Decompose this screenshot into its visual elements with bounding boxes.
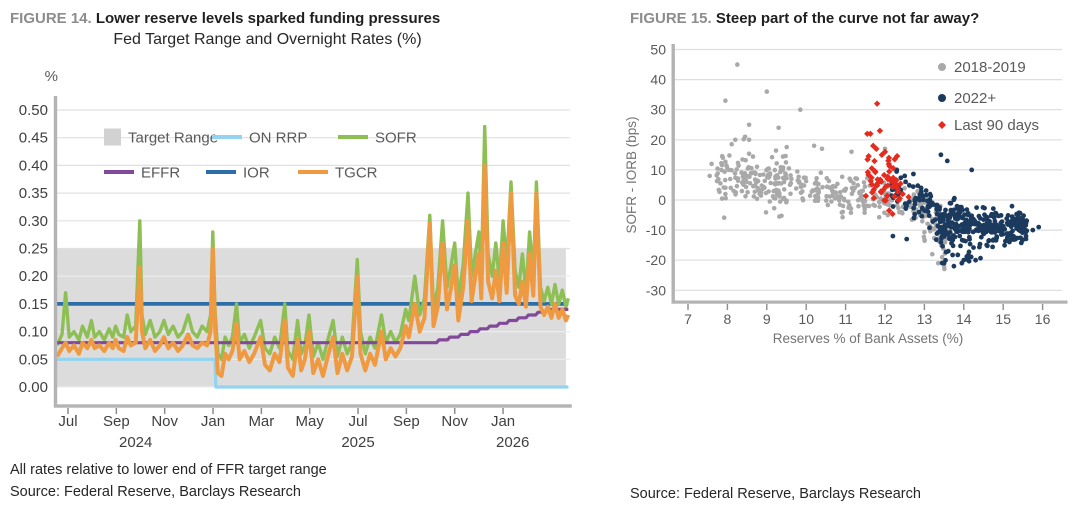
fig14-source: Source: Federal Reserve, Barclays Resear… bbox=[10, 484, 301, 500]
svg-text:EFFR: EFFR bbox=[141, 165, 180, 182]
x-axis-spine bbox=[53, 404, 572, 408]
y-axis-spine bbox=[53, 96, 58, 406]
svg-text:Jan: Jan bbox=[201, 413, 225, 430]
svg-text:0.15: 0.15 bbox=[19, 296, 48, 313]
svg-text:7: 7 bbox=[684, 311, 692, 327]
svg-text:Jul: Jul bbox=[348, 413, 367, 430]
svg-text:May: May bbox=[296, 413, 325, 430]
fig15-figure-label: FIGURE 15. bbox=[630, 10, 712, 27]
svg-text:Last 90 days: Last 90 days bbox=[954, 117, 1039, 134]
tgcr-line bbox=[55, 163, 571, 378]
svg-text:16: 16 bbox=[1035, 311, 1051, 327]
svg-text:8: 8 bbox=[724, 311, 732, 327]
effr-line bbox=[57, 307, 569, 345]
svg-text:Nov: Nov bbox=[151, 413, 178, 430]
svg-text:30: 30 bbox=[650, 102, 666, 118]
svg-text:0.25: 0.25 bbox=[19, 241, 48, 258]
fig15-source: Source: Federal Reserve, Barclays Resear… bbox=[630, 486, 921, 502]
svg-text:Jan: Jan bbox=[491, 413, 515, 430]
svg-text:50: 50 bbox=[650, 42, 666, 58]
svg-text:0.50: 0.50 bbox=[19, 102, 48, 119]
svg-text:11: 11 bbox=[838, 311, 853, 327]
fig14-figure-title-text: Lower reserve levels sparked funding pre… bbox=[95, 10, 441, 27]
svg-text:-30: -30 bbox=[646, 282, 666, 298]
svg-text:0.30: 0.30 bbox=[19, 213, 48, 230]
svg-text:0.05: 0.05 bbox=[19, 351, 48, 368]
svg-text:2026: 2026 bbox=[496, 434, 529, 451]
svg-text:Mar: Mar bbox=[248, 413, 274, 430]
svg-text:0.40: 0.40 bbox=[19, 157, 48, 174]
y-axis-spine bbox=[671, 44, 675, 303]
x-axis-spine bbox=[671, 300, 1068, 304]
svg-text:2022+: 2022+ bbox=[954, 90, 996, 107]
svg-text:%: % bbox=[45, 68, 58, 85]
svg-text:Jul: Jul bbox=[58, 413, 77, 430]
svg-text:-20: -20 bbox=[646, 252, 666, 268]
svg-text:40: 40 bbox=[650, 72, 666, 88]
fig14-footnote: All rates relative to lower end of FFR t… bbox=[10, 462, 327, 478]
svg-text:13: 13 bbox=[917, 311, 933, 327]
svg-text:2018-2019: 2018-2019 bbox=[954, 59, 1026, 76]
svg-text:ON RRP: ON RRP bbox=[249, 130, 307, 147]
fig14-figure-label: FIGURE 14. bbox=[10, 10, 92, 27]
fig14-chart-title: Fed Target Range and Overnight Rates (%) bbox=[113, 31, 422, 48]
svg-text:IOR: IOR bbox=[243, 165, 270, 182]
svg-text:0.10: 0.10 bbox=[19, 324, 48, 341]
svg-text:0: 0 bbox=[658, 192, 666, 208]
svg-text:0.20: 0.20 bbox=[19, 268, 48, 285]
svg-text:-10: -10 bbox=[646, 222, 666, 238]
series-2018-2019 bbox=[707, 62, 950, 272]
fig14-figure-title: FIGURE 14. Lower reserve levels sparked … bbox=[10, 10, 440, 27]
svg-text:15: 15 bbox=[995, 311, 1011, 327]
svg-text:2024: 2024 bbox=[119, 434, 152, 451]
svg-text:0.45: 0.45 bbox=[19, 130, 48, 147]
on-rrp-line bbox=[57, 357, 569, 389]
svg-text:9: 9 bbox=[763, 311, 771, 327]
x-axis-title: Reserves % of Bank Assets (%) bbox=[773, 331, 964, 346]
svg-text:10: 10 bbox=[650, 162, 666, 178]
svg-text:Sep: Sep bbox=[393, 413, 420, 430]
fig15-figure-title-text: Steep part of the curve not far away? bbox=[715, 10, 980, 27]
fig15-chart: 7 8 9 10 11 12 13 14 15 16 50 40 30 20 10 0 -10 -20 -30 Res… bbox=[624, 42, 1068, 346]
svg-text:12: 12 bbox=[877, 311, 893, 327]
svg-text:20: 20 bbox=[650, 132, 666, 148]
y-axis-title: SOFR - IORB (bps) bbox=[624, 116, 639, 233]
svg-text:14: 14 bbox=[956, 311, 972, 327]
svg-text:Nov: Nov bbox=[441, 413, 468, 430]
svg-text:SOFR: SOFR bbox=[375, 130, 417, 147]
svg-text:TGCR: TGCR bbox=[335, 165, 378, 182]
svg-text:Target Range: Target Range bbox=[128, 130, 218, 147]
svg-text:0.35: 0.35 bbox=[19, 185, 48, 202]
svg-text:10: 10 bbox=[798, 311, 814, 327]
svg-text:Sep: Sep bbox=[103, 413, 130, 430]
fig14-chart: Jul Sep Nov Jan Mar May Jul Sep Nov Jan 2024 2025 20… bbox=[19, 68, 572, 451]
svg-text:0.00: 0.00 bbox=[19, 379, 48, 396]
fig15-figure-title: FIGURE 15. Steep part of the curve not f… bbox=[630, 10, 979, 27]
svg-text:2025: 2025 bbox=[341, 434, 374, 451]
